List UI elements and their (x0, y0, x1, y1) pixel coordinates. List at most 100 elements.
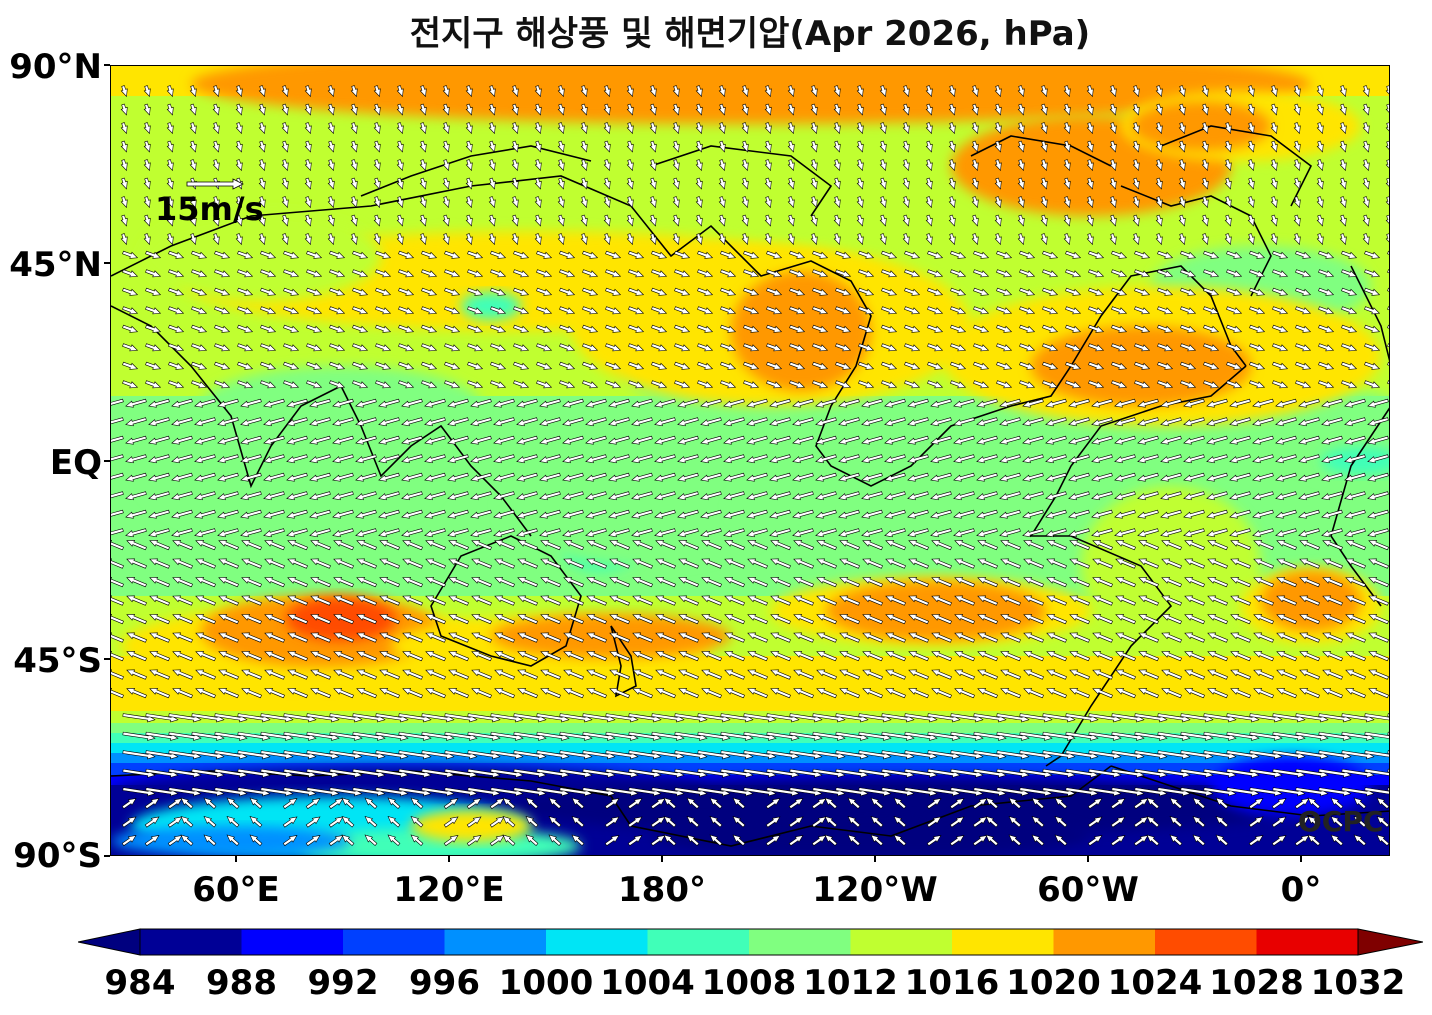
wind-arrow (465, 140, 473, 153)
wind-arrow (810, 122, 818, 135)
wind-arrow (490, 306, 507, 315)
wind-arrow (559, 361, 576, 370)
wind-arrow (214, 361, 231, 370)
wind-arrow (1247, 140, 1255, 153)
wind-arrow (442, 177, 450, 190)
wind-arrow (122, 306, 139, 315)
wind-arrow (787, 122, 795, 135)
wind-arrow (493, 491, 515, 501)
wind-arrow (350, 140, 358, 153)
wind-arrow (1088, 306, 1105, 315)
wind-arrow (815, 417, 837, 427)
wind-arrow (329, 380, 346, 389)
wind-arrow (948, 177, 956, 190)
wind-arrow (444, 361, 461, 370)
wind-arrow (1339, 103, 1347, 116)
wind-arrow (996, 324, 1013, 333)
wind-arrow (375, 380, 392, 389)
wind-arrow (511, 103, 519, 116)
wind-arrow (1344, 454, 1366, 464)
wind-arrow (1367, 491, 1389, 501)
wind-arrow (396, 140, 404, 153)
wind-arrow (536, 287, 553, 296)
wind-arrow (764, 140, 772, 153)
wind-arrow (1086, 140, 1094, 153)
lon-tick (235, 856, 237, 862)
wind-arrow (283, 306, 300, 315)
wind-arrow (258, 196, 266, 209)
lat-label-90s: 90°S (13, 836, 102, 876)
wind-arrow (1088, 287, 1105, 296)
wind-arrow (1017, 233, 1025, 246)
wind-arrow (534, 177, 542, 190)
wind-arrow (1088, 343, 1105, 352)
wind-arrow (1224, 196, 1232, 209)
wind-arrow (194, 528, 216, 538)
wind-arrow (907, 509, 929, 519)
wind-arrow (375, 361, 392, 370)
wind-arrow (1321, 472, 1343, 482)
wind-arrow (858, 343, 875, 352)
wind-arrow (674, 306, 691, 315)
wind-arrow (143, 159, 151, 172)
wind-arrow (608, 454, 630, 464)
wind-arrow (812, 361, 829, 370)
wind-arrow (1362, 122, 1370, 135)
wind-arrow (235, 214, 243, 227)
wind-arrow (1318, 343, 1335, 352)
wind-arrow (1364, 269, 1381, 278)
wind-arrow (396, 214, 404, 227)
wind-arrow (283, 324, 300, 333)
wind-arrow (189, 233, 197, 246)
wind-arrow (695, 177, 703, 190)
wind-arrow (281, 177, 289, 190)
wind-arrow (191, 250, 208, 259)
wind-arrow (191, 269, 208, 278)
wind-arrow (1275, 435, 1297, 445)
wind-arrow (904, 324, 921, 333)
wind-arrow (948, 159, 956, 172)
wind-arrow (171, 435, 193, 445)
colorbar-segment (140, 929, 242, 955)
wind-arrow (378, 509, 400, 519)
wind-arrow (1316, 140, 1324, 153)
wind-arrow (1367, 417, 1389, 427)
wind-arrow (976, 417, 998, 427)
wind-arrow (585, 472, 607, 482)
wind-arrow (677, 417, 699, 427)
wind-arrow (1155, 196, 1163, 209)
wind-arrow (792, 491, 814, 501)
wind-arrow (1155, 103, 1163, 116)
wind-arrow (720, 324, 737, 333)
wind-arrow (1367, 435, 1389, 445)
lat-tick (104, 855, 110, 857)
wind-arrow (950, 250, 967, 259)
wind-arrow (1344, 491, 1366, 501)
wind-arrow (166, 140, 174, 153)
wind-arrow (833, 196, 841, 209)
wind-arrow (145, 306, 162, 315)
wind-arrow (1298, 491, 1320, 501)
wind-arrow (1295, 287, 1312, 296)
wind-arrow (465, 214, 473, 227)
wind-arrow (766, 324, 783, 333)
wind-arrow (1272, 269, 1289, 278)
wind-arrow (1272, 380, 1289, 389)
wind-arrow (237, 380, 254, 389)
wind-arrow (1114, 491, 1136, 501)
wind-arrow (1229, 491, 1251, 501)
wind-arrow (628, 324, 645, 333)
wind-arrow (787, 85, 795, 98)
wind-arrow (833, 122, 841, 135)
wind-arrow (1362, 159, 1370, 172)
wind-arrow (626, 214, 634, 227)
wind-arrow (327, 233, 335, 246)
wind-arrow (1091, 435, 1113, 445)
wind-arrow (467, 287, 484, 296)
wind-arrow (1017, 177, 1025, 190)
wind-arrow (953, 472, 975, 482)
wind-arrow (585, 491, 607, 501)
wind-arrow (235, 159, 243, 172)
wind-arrow (628, 343, 645, 352)
wind-arrow (812, 324, 829, 333)
